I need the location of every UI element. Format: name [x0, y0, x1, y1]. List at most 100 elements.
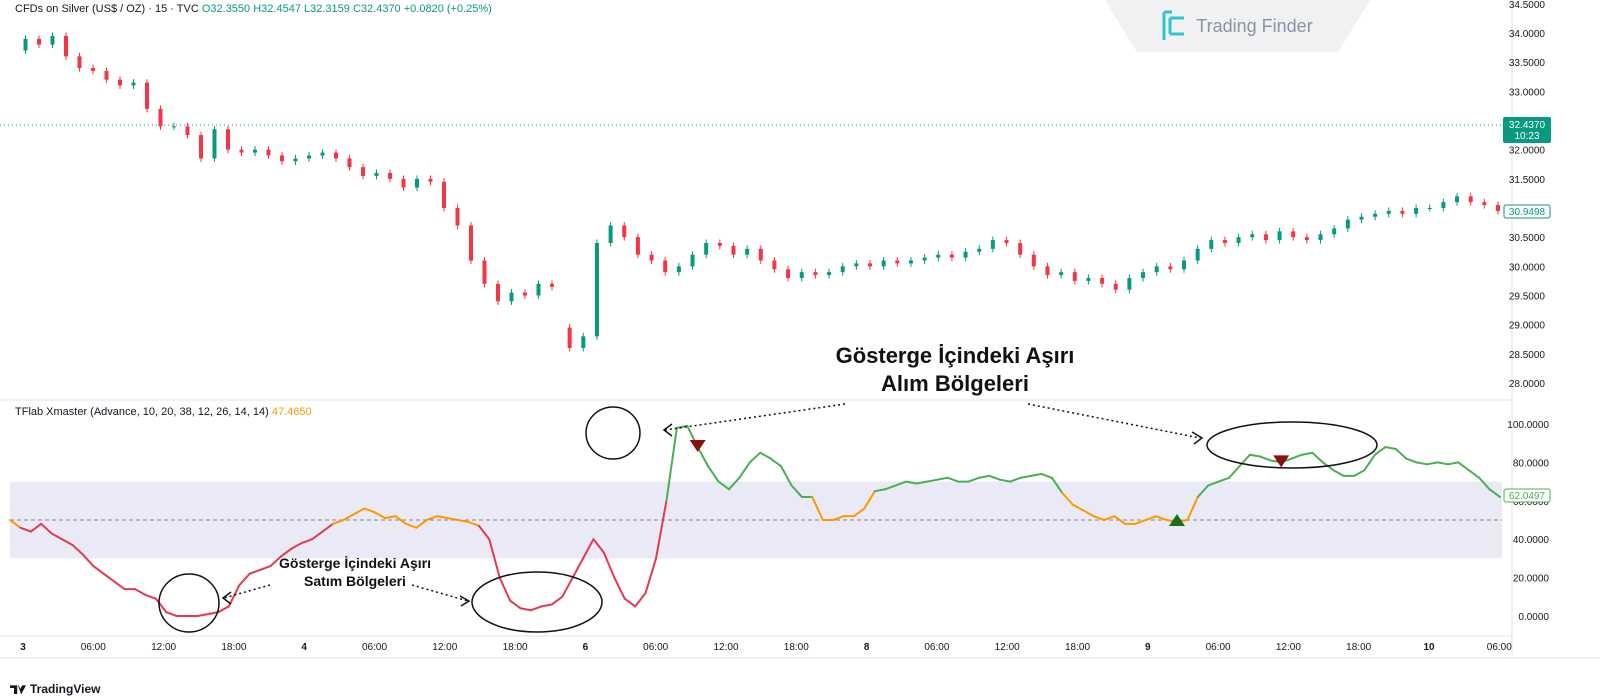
- osc-segment: [1384, 446, 1397, 450]
- candle-body: [482, 260, 487, 284]
- symbol-legend[interactable]: CFDs on Silver (US$ / OZ) · 15 · TVC O32…: [15, 3, 492, 15]
- candle-body: [622, 225, 627, 238]
- time-tick-label: 12:00: [713, 642, 738, 653]
- osc-tick-label: 20.0000: [1513, 574, 1550, 585]
- oversold-annotation-line2: Satım Bölgeleri: [304, 572, 406, 589]
- osc-segment: [1082, 509, 1095, 518]
- last-price-tag: 32.4370: [1509, 120, 1546, 131]
- osc-segment: [1196, 484, 1210, 498]
- oscillator-signals: [689, 440, 1290, 526]
- tradingview-branding[interactable]: TradingView: [10, 682, 100, 696]
- time-tick-label: 12:00: [1276, 642, 1301, 653]
- osc-segment: [811, 495, 824, 521]
- candle-body: [908, 260, 913, 264]
- osc-segment: [644, 557, 658, 594]
- osc-segment: [352, 507, 366, 516]
- candle-body: [594, 243, 599, 337]
- osc-segment: [592, 538, 605, 554]
- candle-body: [758, 248, 763, 261]
- osc-segment: [144, 593, 157, 600]
- osc-segment: [102, 572, 116, 583]
- candle-body: [704, 243, 709, 255]
- candle-body: [567, 327, 572, 348]
- candle-body: [1318, 234, 1323, 241]
- osc-segment: [529, 605, 543, 612]
- osc-segment: [332, 519, 345, 525]
- candle-body: [253, 149, 257, 153]
- candle-body: [23, 38, 28, 51]
- osc-segment: [1009, 476, 1022, 483]
- overbought-circle-1: [585, 406, 641, 460]
- price-tick-label: 30.5000: [1509, 233, 1546, 244]
- candle-body: [469, 225, 473, 261]
- tradingview-text: TradingView: [30, 682, 101, 696]
- osc-segment: [1394, 447, 1408, 460]
- time-tick-label: 12:00: [432, 642, 457, 653]
- osc-segment: [1426, 461, 1439, 466]
- candle-body: [496, 283, 500, 302]
- candle-body: [1427, 208, 1432, 209]
- osc-segment: [1144, 515, 1158, 521]
- oscillator-axis[interactable]: 100.000080.000060.000040.000020.00000.00…: [1507, 420, 1549, 623]
- osc-segment: [707, 465, 720, 483]
- osc-segment: [1405, 457, 1418, 464]
- candle-body: [401, 178, 406, 188]
- annotation-arrows: [223, 403, 1201, 602]
- osc-segment: [561, 576, 574, 598]
- osc-segment: [61, 538, 74, 546]
- osc-segment: [769, 457, 783, 468]
- candle-body: [307, 155, 311, 159]
- price-tick-label: 34.5000: [1509, 0, 1546, 11]
- osc-segment: [884, 484, 897, 491]
- osc-segment: [134, 588, 147, 596]
- osc-segment: [1488, 488, 1501, 498]
- osc-segment: [1436, 461, 1449, 466]
- osc-segment: [832, 515, 845, 521]
- price-tick-label: 30.0000: [1509, 262, 1546, 273]
- osc-segment: [165, 611, 178, 617]
- candle-body: [690, 254, 695, 267]
- last-price-tag-bg: [1503, 117, 1551, 143]
- osc-segment: [1457, 461, 1470, 472]
- candle-body: [1455, 196, 1460, 203]
- osc-segment: [71, 543, 84, 556]
- time-tick-label: 18:00: [221, 642, 246, 653]
- overbought-annotation-line1: Gösterge İçindeki Aşırı: [835, 343, 1075, 368]
- time-tick-label: 9: [1145, 642, 1151, 653]
- candle-body: [1441, 202, 1446, 208]
- price-tick-label: 28.0000: [1509, 379, 1546, 390]
- indicator-legend[interactable]: TFlab Xmaster (Advance, 10, 20, 38, 12, …: [15, 406, 312, 418]
- time-axis[interactable]: 3 06:00 12:00 18:00 4 06:00 12:00 18:00 6 06:00 12…: [20, 642, 1512, 653]
- candle-body: [523, 292, 527, 296]
- osc-segment: [196, 613, 209, 617]
- osc-segment: [780, 465, 793, 487]
- ma-value-tag-bg: [1503, 204, 1551, 219]
- osc-segment: [1301, 451, 1314, 456]
- osc-segment: [248, 568, 262, 575]
- candle-body: [536, 283, 541, 296]
- osc-segment: [675, 424, 689, 429]
- osc-segment: [1228, 465, 1241, 479]
- price-axis[interactable]: 34.500034.000033.500033.000032.500032.00…: [1509, 0, 1546, 390]
- candle-body: [827, 272, 832, 276]
- candle-body: [1018, 243, 1023, 255]
- candle-body: [442, 181, 446, 208]
- candle-body: [1059, 272, 1064, 276]
- osc-segment: [238, 572, 251, 587]
- candle-body: [212, 129, 217, 159]
- osc-segment: [1248, 453, 1262, 458]
- osc-segment: [998, 478, 1012, 483]
- osc-segment: [467, 520, 480, 527]
- candle-body: [1209, 240, 1214, 249]
- oversold-circle-2: [471, 571, 603, 633]
- buy-signal-icon: [1168, 514, 1185, 526]
- candle-body: [1400, 210, 1405, 214]
- oscillator-line: [9, 424, 1501, 617]
- osc-segment: [9, 519, 22, 529]
- osc-segment: [946, 476, 960, 483]
- candle-body: [1086, 278, 1091, 281]
- osc-segment: [311, 530, 324, 541]
- price-tick-label: 33.5000: [1509, 58, 1546, 69]
- candle-body: [881, 260, 886, 267]
